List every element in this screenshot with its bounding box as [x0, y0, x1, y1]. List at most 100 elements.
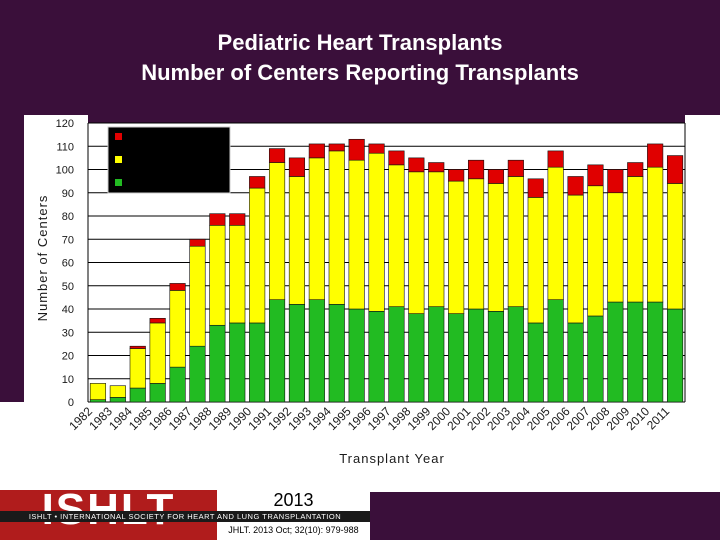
bar-segment-2003-0: [507, 306, 524, 403]
y-axis-panel: [24, 115, 88, 415]
bar-segment-1987-0: [189, 345, 206, 403]
bar-segment-2011-0: [666, 308, 684, 403]
bar-segment-1985-2: [149, 317, 166, 324]
bar-segment-1990-2: [249, 176, 266, 189]
bar-segment-1997-2: [388, 150, 405, 166]
right-panel: [685, 115, 720, 405]
bar-segment-1990-0: [249, 322, 266, 403]
bar-segment-1999-0: [428, 306, 445, 403]
bar-segment-1985-1: [149, 322, 166, 384]
bar-segment-1998-2: [408, 157, 425, 173]
bar-segment-1985-0: [149, 383, 166, 403]
bar-segment-1982-1: [89, 383, 107, 400]
bar-segment-1992-2: [288, 157, 306, 177]
bar-segment-1999-1: [428, 171, 445, 307]
bar-segment-1993-1: [308, 157, 325, 300]
bar-segment-1992-0: [288, 304, 306, 403]
y-tick-label: 0: [68, 397, 74, 409]
bar-segment-2007-1: [587, 185, 604, 317]
bar-segment-1991-0: [268, 299, 286, 403]
citation: JHLT. 2013 Oct; 32(10): 979-988: [228, 525, 359, 535]
bar-segment-1998-1: [408, 171, 425, 314]
x-axis-label: Transplant Year: [339, 451, 445, 466]
y-tick-label: 30: [62, 327, 74, 339]
bar-segment-1997-1: [388, 164, 405, 307]
y-axis-label: Number of Centers: [35, 195, 50, 322]
bar-segment-2002-1: [487, 183, 505, 312]
bar-segment-2008-1: [607, 192, 624, 303]
bar-segment-2006-0: [567, 322, 584, 403]
bar-segment-2000-2: [448, 169, 465, 182]
bar-segment-1989-1: [229, 225, 246, 324]
bar-segment-2010-1: [647, 166, 664, 303]
bar-segment-1990-1: [249, 187, 266, 324]
bar-segment-2004-2: [527, 178, 544, 198]
bar-segment-1987-1: [189, 245, 206, 347]
y-tick-label: 10: [62, 374, 74, 386]
bar-segment-1993-2: [308, 143, 325, 159]
bar-segment-1993-0: [308, 299, 325, 403]
bar-segment-1991-1: [268, 162, 286, 300]
bar-segment-1994-2: [328, 143, 345, 152]
bar-segment-2001-0: [467, 308, 485, 403]
bar-segment-2002-2: [487, 169, 505, 184]
legend-box: [107, 126, 231, 194]
y-tick-label: 70: [62, 234, 74, 246]
bar-segment-2005-0: [547, 299, 564, 403]
bar-segment-2001-1: [467, 178, 485, 310]
legend-swatch-red: [115, 133, 122, 140]
bar-segment-1989-0: [229, 322, 246, 403]
bar-segment-1994-0: [328, 304, 345, 403]
bar-segment-1996-0: [368, 311, 385, 403]
bar-segment-2002-0: [487, 311, 505, 403]
y-tick-label: 40: [62, 304, 74, 316]
bar-segment-1989-2: [229, 213, 246, 226]
bar-segment-2009-2: [627, 162, 644, 177]
bar-segment-2009-1: [627, 176, 644, 303]
logo-subtitle: ISHLT • INTERNATIONAL SOCIETY FOR HEART …: [0, 511, 370, 522]
y-tick-label: 60: [62, 258, 74, 270]
bar-segment-1995-2: [348, 138, 365, 161]
y-tick-label: 20: [62, 351, 74, 363]
bar-segment-1996-1: [368, 152, 385, 312]
legend-swatch-yellow: [115, 156, 122, 163]
report-year: 2013: [273, 490, 314, 510]
bar-segment-2004-1: [527, 197, 544, 324]
chart-subtitle: Number of Centers Reporting Transplants: [141, 60, 579, 85]
bar-segment-1984-2: [129, 345, 146, 349]
bar-segment-2000-1: [448, 180, 465, 314]
bar-segment-2004-0: [527, 322, 544, 403]
bar-segment-1998-0: [408, 313, 425, 403]
logo-text: ISHLT: [41, 485, 176, 534]
bar-segment-2007-2: [587, 164, 604, 187]
bar-segment-1987-2: [189, 238, 206, 247]
bar-segment-1986-2: [169, 283, 186, 291]
y-tick-label: 100: [56, 165, 74, 177]
bar-segment-2010-2: [647, 143, 664, 168]
bar-segment-1983-0: [109, 397, 126, 403]
y-tick-label: 80: [62, 211, 74, 223]
bar-segment-1994-1: [328, 150, 345, 305]
bar-segment-1986-0: [169, 366, 186, 403]
bar-segment-1983-1: [109, 385, 126, 398]
bar-segment-2006-2: [567, 176, 584, 196]
bar-segment-2008-0: [607, 301, 624, 403]
bar-segment-2005-2: [547, 150, 564, 168]
bar-segment-2009-0: [627, 301, 644, 403]
bar-segment-1988-0: [209, 324, 226, 403]
bar-segment-1982-0: [89, 399, 107, 403]
y-tick-label: 50: [62, 281, 74, 293]
bar-segment-2003-2: [507, 159, 524, 177]
bar-segment-1995-1: [348, 159, 365, 310]
bar-segment-2000-0: [448, 313, 465, 403]
y-tick-label: 110: [56, 141, 74, 153]
x-axis-panel: [0, 402, 720, 492]
bar-segment-1995-0: [348, 308, 365, 403]
bar-segment-1999-2: [428, 162, 445, 173]
bar-segment-2011-1: [666, 183, 684, 310]
bar-segment-2011-2: [666, 155, 684, 184]
bar-segment-1996-2: [368, 143, 385, 154]
bar-segment-1986-1: [169, 290, 186, 368]
bar-segment-2010-0: [647, 301, 664, 403]
